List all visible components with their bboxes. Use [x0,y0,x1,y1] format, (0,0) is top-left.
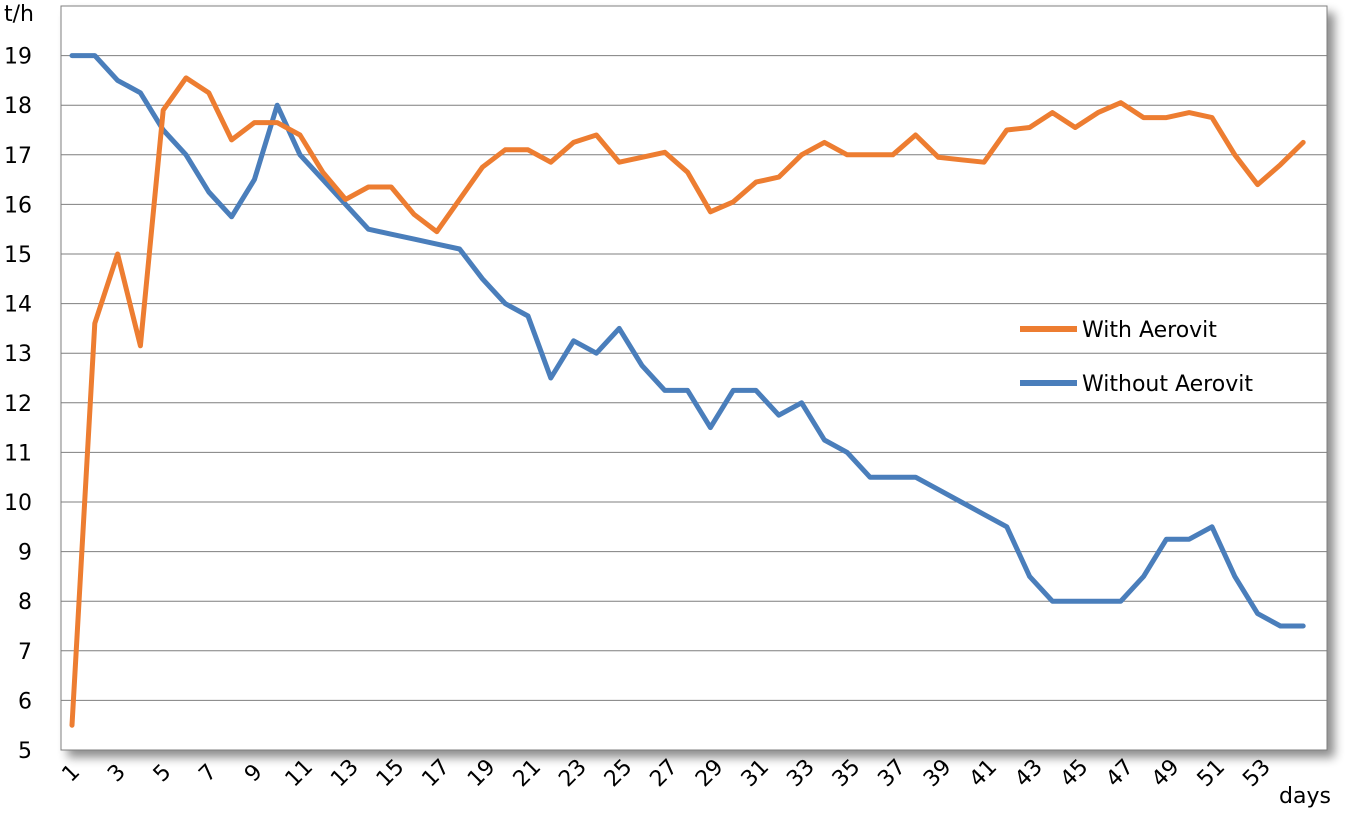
x-tick-label: 31 [737,755,774,792]
series-line-with-aerovit [69,75,1306,728]
legend-label-with-aerovit: With Aerovit [1082,318,1217,343]
x-axis-ticks: 1 3 5 7 9 11 13 15 17 19 21 23 25 27 29 31 33 35 37 39 41 43 4… [58,755,1276,792]
y-tick-label: 14 [4,293,32,318]
y-tick-label: 17 [4,144,32,169]
x-tick-label: 25 [600,755,637,792]
x-tick-label: 23 [554,755,591,792]
series-line-without-aerovit [69,53,1306,629]
x-tick-label: 5 [149,760,177,788]
x-tick-label: 49 [1147,755,1184,792]
x-tick-label: 29 [691,755,728,792]
x-tick-label: 51 [1193,755,1230,792]
x-tick-label: 1 [58,760,86,788]
x-tick-label: 3 [103,760,131,788]
x-tick-label: 33 [782,755,819,792]
y-tick-label: 15 [4,243,32,268]
y-tick-label: 10 [4,491,32,516]
x-tick-label: 21 [509,755,546,792]
x-tick-label: 27 [645,755,682,792]
legend-label-without-aerovit: Without Aerovit [1082,372,1253,397]
y-tick-label: 6 [18,689,32,714]
x-tick-label: 53 [1238,755,1275,792]
y-axis-unit: t/h [4,2,34,27]
x-tick-label: 43 [1010,755,1047,792]
x-tick-label: 45 [1056,755,1093,792]
y-axis-ticks: 5 6 7 8 9 10 11 12 13 14 15 16 17 18 19 [4,45,32,764]
series-lines [69,53,1306,728]
x-tick-label: 47 [1101,755,1138,792]
y-tick-label: 11 [4,441,32,466]
x-tick-label: 9 [240,760,268,788]
y-tick-label: 7 [18,640,32,665]
y-tick-label: 5 [18,739,32,764]
y-tick-label: 9 [18,541,32,566]
x-tick-label: 7 [194,760,222,788]
x-axis-unit: days [1279,784,1331,809]
gridlines [61,55,1327,701]
x-tick-label: 13 [326,755,363,792]
x-tick-label: 37 [873,755,910,792]
y-tick-label: 13 [4,342,32,367]
y-tick-label: 19 [4,45,32,70]
y-tick-label: 12 [4,392,32,417]
x-tick-label: 15 [372,755,409,792]
x-tick-label: 17 [417,755,454,792]
x-tick-label: 11 [281,755,318,792]
legend: With Aerovit Without Aerovit [1020,318,1253,397]
y-tick-label: 8 [18,590,32,615]
x-tick-label: 41 [965,755,1002,792]
x-tick-label: 39 [919,755,956,792]
y-tick-label: 18 [4,94,32,119]
x-tick-label: 19 [463,755,500,792]
y-tick-label: 16 [4,193,32,218]
x-tick-label: 35 [828,755,865,792]
